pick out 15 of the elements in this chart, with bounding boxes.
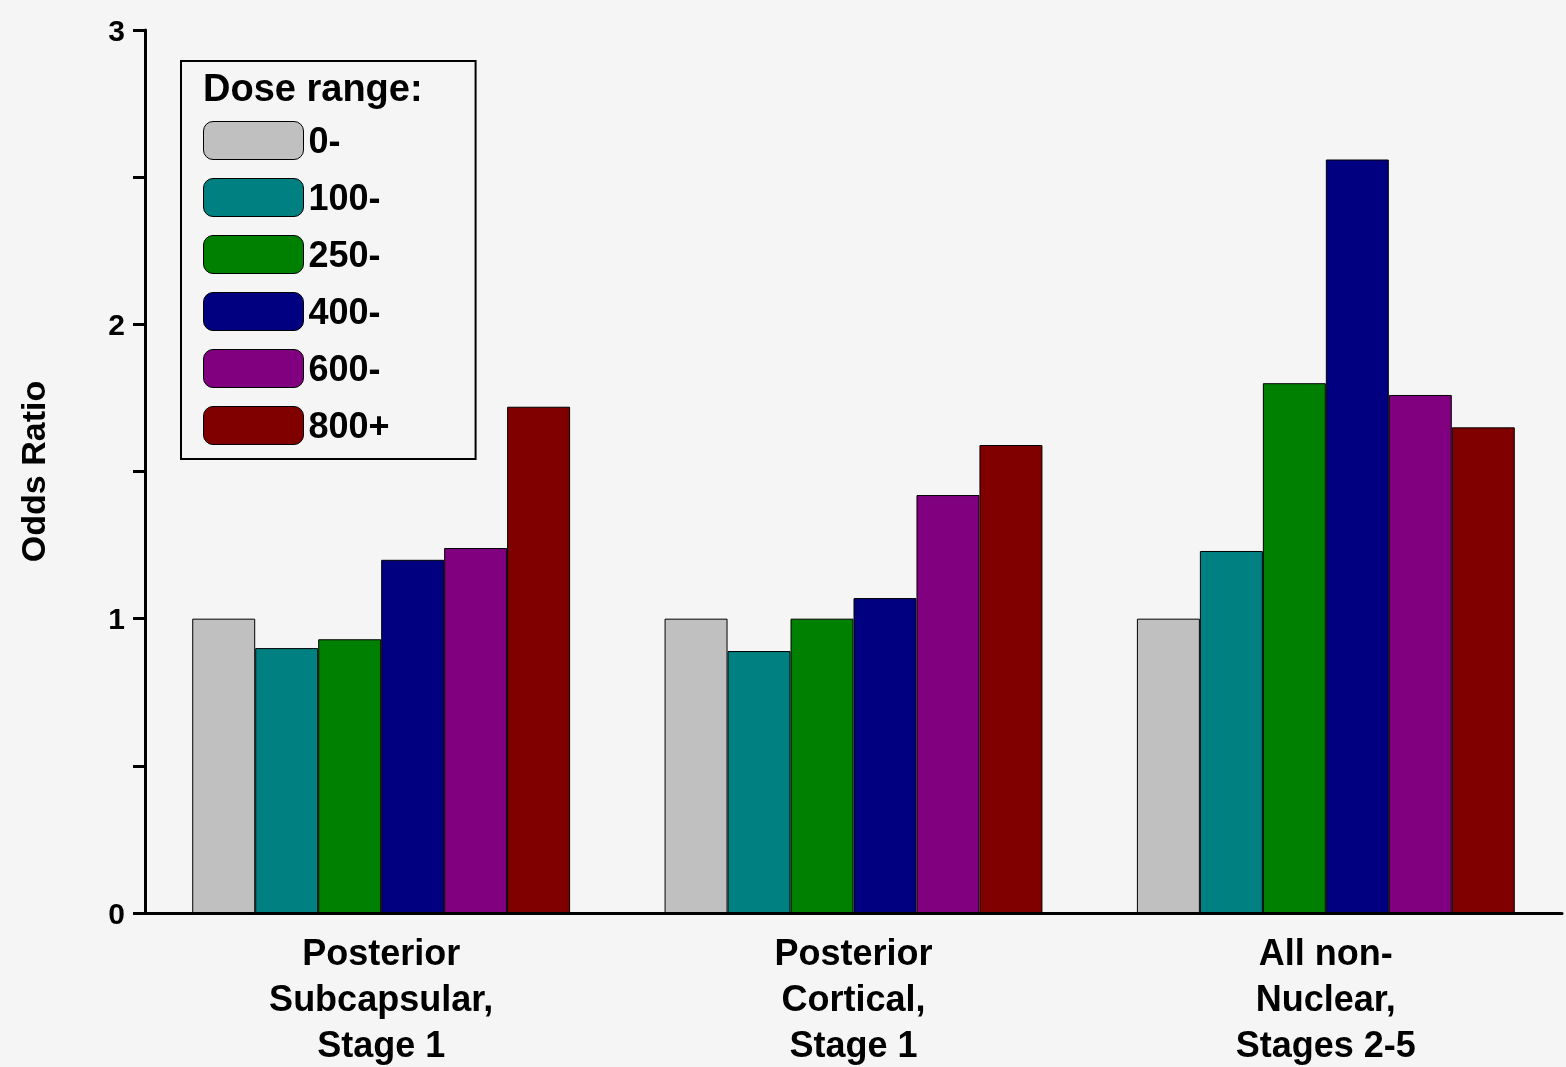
y-axis-title: Odds Ratio: [14, 380, 52, 563]
x-tick-label: All non- Nuclear, Stages 2-5: [1235, 931, 1416, 1065]
legend-label: 800+: [308, 405, 390, 446]
legend-label: 250-: [308, 234, 381, 275]
y-tick-label: 2: [108, 307, 125, 341]
legend-label: 400-: [308, 291, 381, 332]
x-tick-label: Posterior Cortical, Stage 1: [774, 931, 933, 1065]
legend-label: 600-: [308, 348, 381, 389]
legend-label: 100-: [308, 177, 381, 218]
x-tick-label: Posterior Subcapsular, Stage 1: [269, 931, 494, 1065]
y-tick-label: 3: [108, 13, 125, 47]
legend-label: 0-: [308, 120, 341, 161]
y-tick-label: 1: [108, 602, 125, 636]
legend-title: Dose range:: [203, 67, 423, 109]
y-tick-label: 0: [108, 896, 125, 930]
